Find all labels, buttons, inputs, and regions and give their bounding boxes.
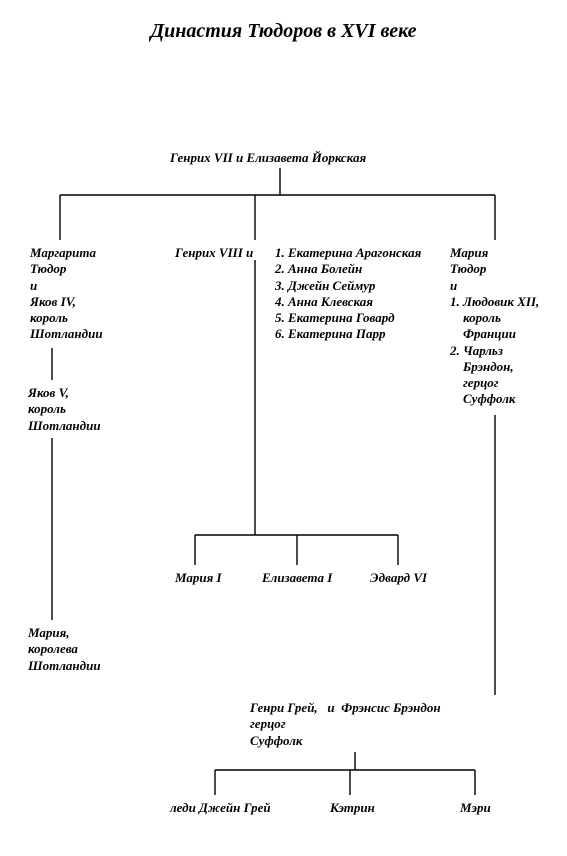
node-grey-brandon: Генри Грей, и Фрэнсис Брэндон герцог Суф… [250,700,441,749]
node-margaret-tudor: Маргарита Тюдор и Яков IV, король Шотлан… [30,245,103,343]
node-james-v: Яков V, король Шотландии [28,385,101,434]
node-mary-tudor: Мария Тюдор и 1. Людовик XII, король Фра… [450,245,539,408]
node-mary-scots: Мария, королева Шотландии [28,625,101,674]
node-henry-viii-wives: 1. Екатерина Арагонская 2. Анна Болейн 3… [275,245,421,343]
diagram-title: Династия Тюдоров в XVI веке [0,20,567,43]
node-root: Генрих VII и Елизавета Йоркская [170,150,366,166]
node-mary-i: Мария I [175,570,222,586]
node-edward-vi: Эдвард VI [370,570,427,586]
node-jane-grey: леди Джейн Грей [170,800,271,816]
node-catherine-grey: Кэтрин [330,800,375,816]
node-elizabeth-i: Елизавета I [262,570,332,586]
node-henry-viii: Генрих VIII и [175,245,253,261]
node-mary-grey: Мэри [460,800,491,816]
